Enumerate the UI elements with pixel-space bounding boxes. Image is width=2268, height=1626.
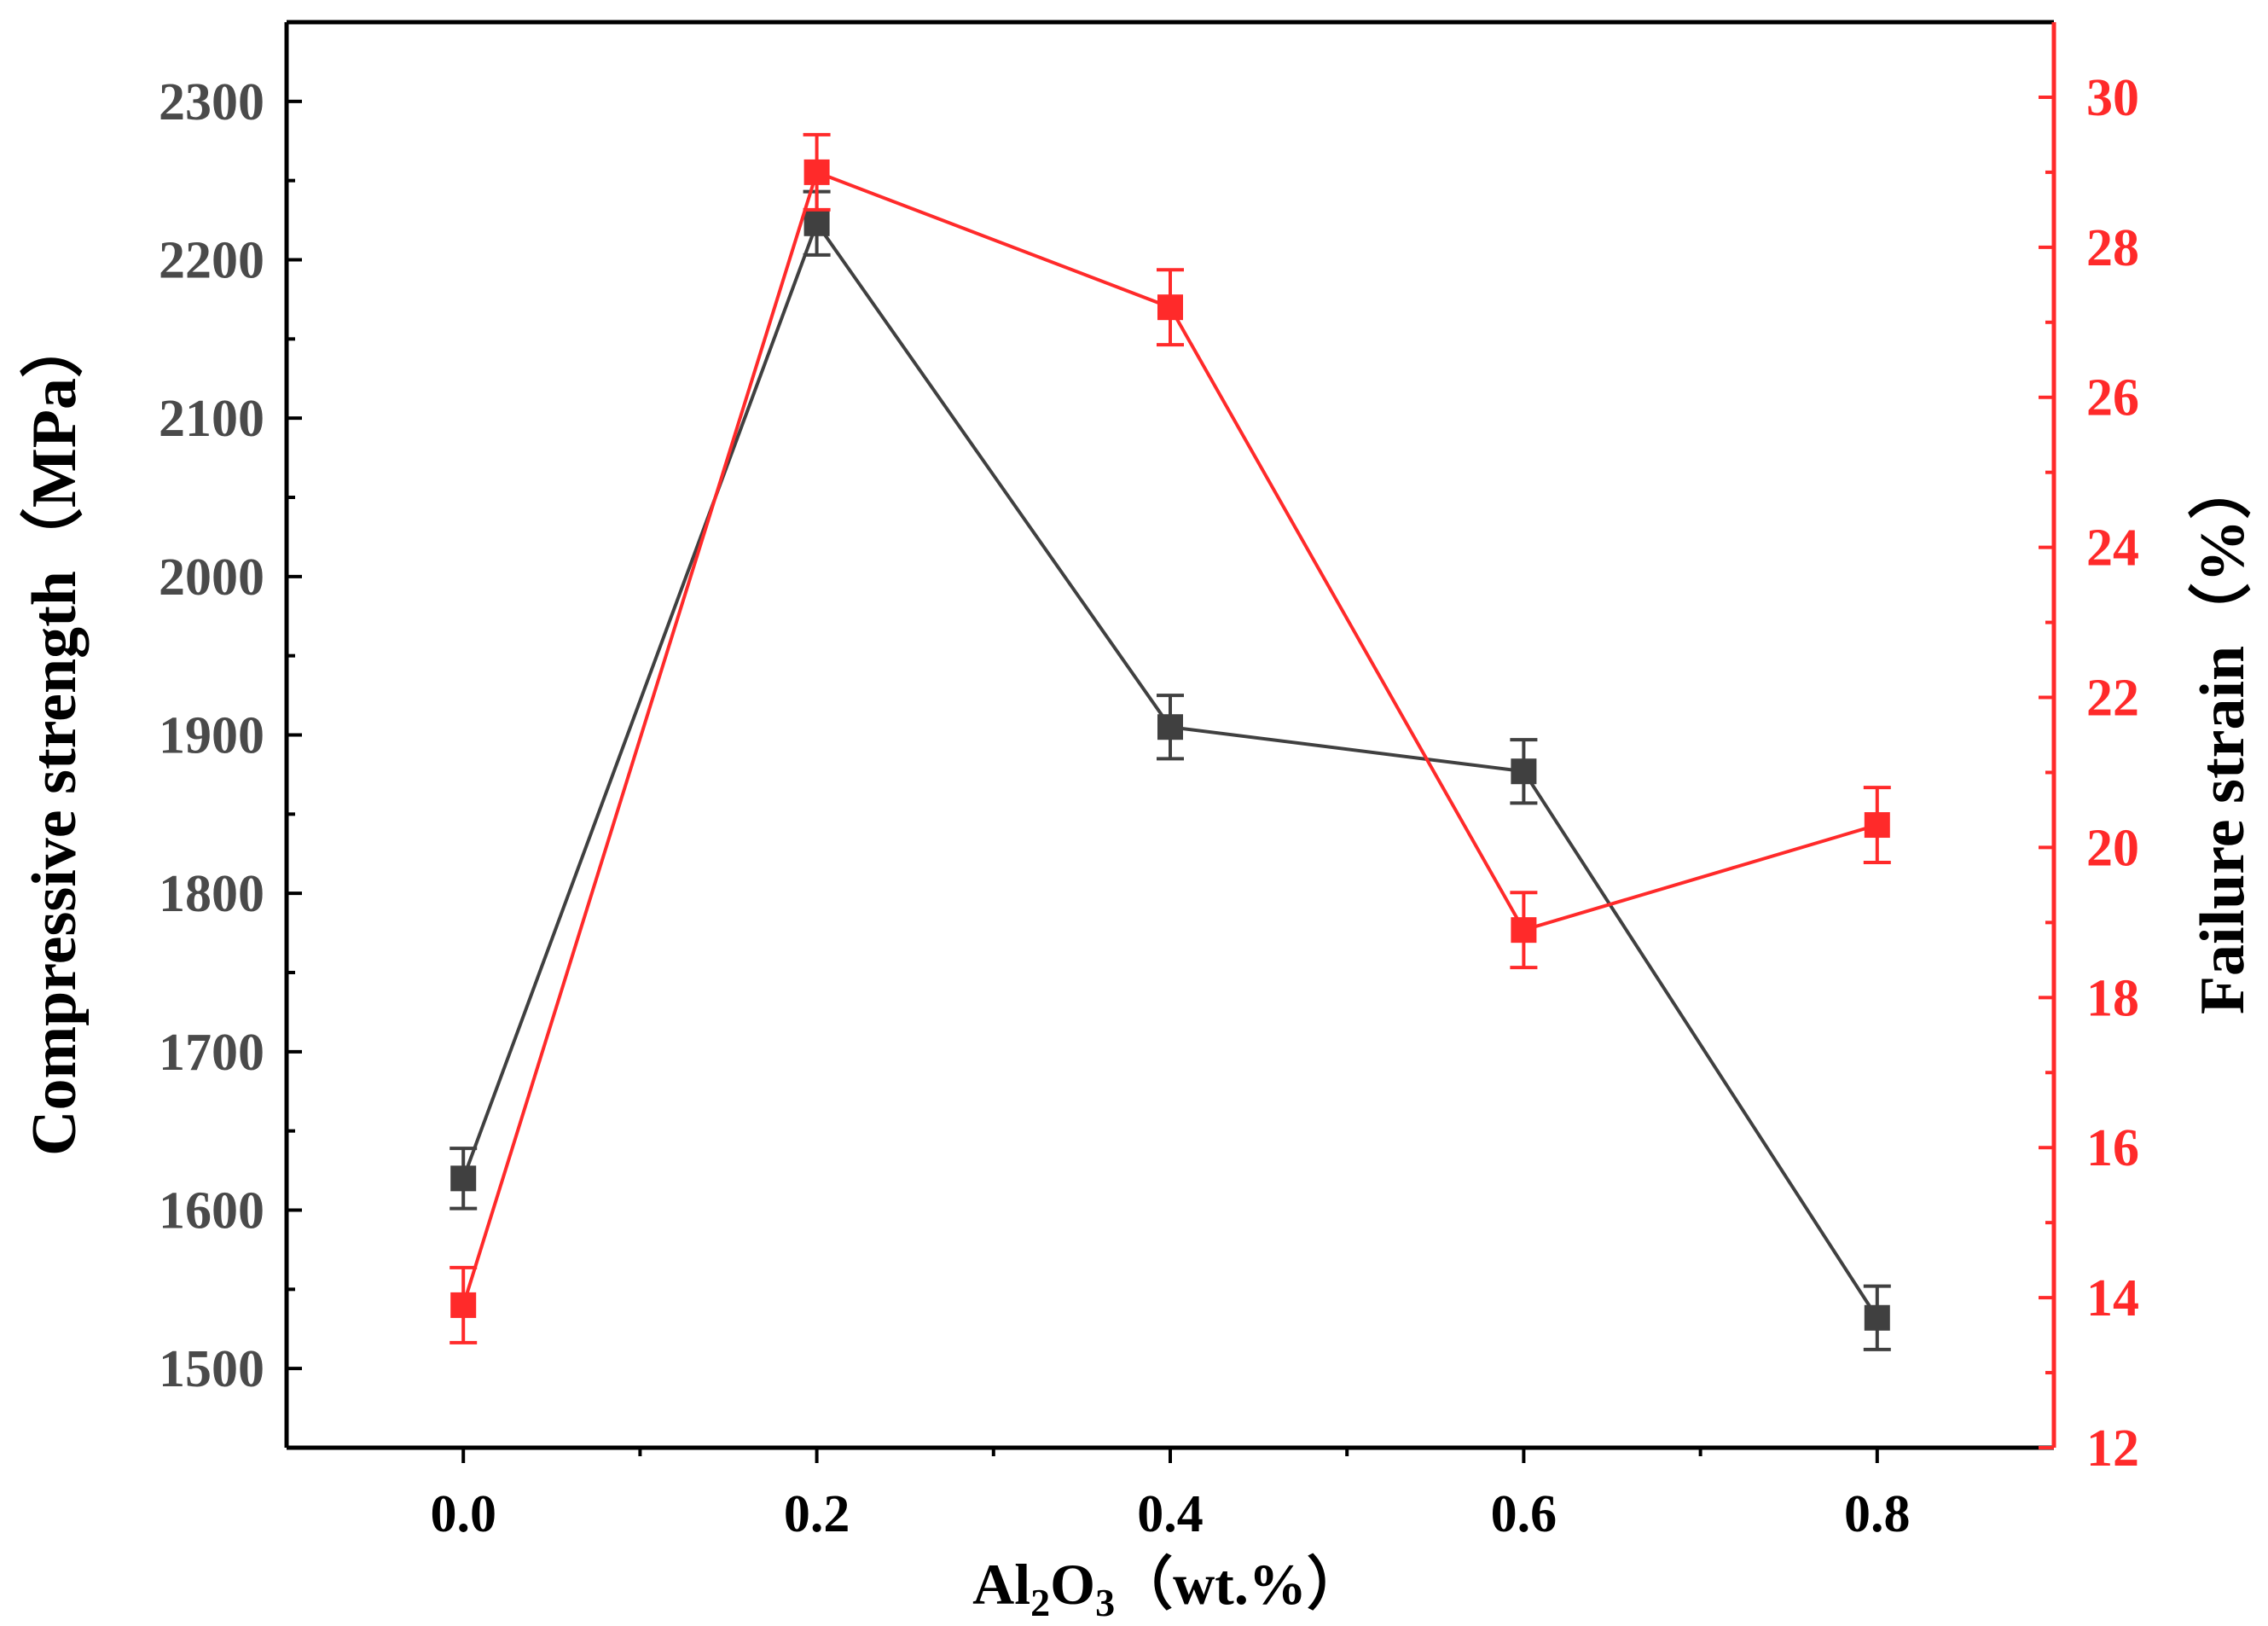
- right-tick-label: 16: [2086, 1119, 2139, 1177]
- right-tick-label: 12: [2086, 1420, 2139, 1478]
- left-tick-label: 2000: [159, 549, 264, 607]
- data-point-marker: [1511, 917, 1537, 944]
- left-tick-label: 2100: [159, 390, 264, 448]
- right-tick-label: 28: [2086, 219, 2139, 277]
- x-title-subscript-2: 3: [1095, 1581, 1115, 1624]
- x-title-mid: O: [1050, 1552, 1095, 1617]
- data-point-marker: [1864, 812, 1890, 839]
- right-y-axis-ticks: 12 14 16 18 20 22 24 26 28 30: [2039, 69, 2139, 1478]
- right-tick-label: 18: [2086, 969, 2139, 1027]
- right-y-axis-title: Failure strain（%）: [2188, 456, 2258, 1014]
- left-tick-label: 1700: [159, 1024, 264, 1082]
- data-point-marker: [450, 1165, 477, 1192]
- data-point-marker: [450, 1292, 477, 1318]
- left-y-axis-ticks: 1500 1600 1700 1800 1900 2000 2100 2200 2300: [159, 73, 302, 1449]
- right-tick-label: 24: [2086, 520, 2139, 578]
- x-tick-label: 0.4: [1137, 1485, 1204, 1543]
- left-y-axis-title: Compressive strength（MPa）: [20, 315, 90, 1156]
- data-point-marker: [803, 159, 830, 185]
- x-title-subscript-1: 2: [1030, 1581, 1050, 1624]
- data-point-marker: [1864, 1304, 1890, 1331]
- data-point-marker: [1157, 294, 1183, 321]
- left-tick-label: 1600: [159, 1182, 264, 1240]
- right-tick-label: 22: [2086, 670, 2139, 728]
- data-series: [450, 132, 1891, 1351]
- series-compressive-strength: [450, 189, 1891, 1351]
- left-tick-label: 1900: [159, 707, 264, 765]
- data-point-marker: [1511, 758, 1537, 785]
- x-tick-label: 0.2: [784, 1485, 850, 1543]
- x-tick-label: 0.8: [1844, 1485, 1911, 1543]
- right-tick-label: 20: [2086, 819, 2139, 877]
- x-axis-title: Al2O3（wt.%）: [972, 1552, 1365, 1624]
- right-tick-label: 30: [2086, 69, 2139, 127]
- x-tick-label: 0.0: [430, 1485, 496, 1543]
- data-point-marker: [1157, 714, 1183, 740]
- left-tick-label: 2200: [159, 232, 264, 290]
- right-tick-label: 14: [2086, 1269, 2139, 1327]
- series-failure-strain: [450, 132, 1891, 1344]
- x-axis-ticks: 0.0 0.2 0.4 0.6 0.8: [430, 1448, 1911, 1543]
- x-title-prefix: Al: [972, 1552, 1030, 1617]
- right-tick-label: 26: [2086, 369, 2139, 427]
- data-point-marker: [803, 210, 830, 236]
- left-tick-label: 1800: [159, 865, 264, 923]
- x-tick-label: 0.6: [1491, 1485, 1557, 1543]
- x-title-suffix: （wt.%）: [1115, 1552, 1365, 1617]
- left-tick-label: 1500: [159, 1340, 264, 1398]
- left-tick-label: 2300: [159, 73, 264, 131]
